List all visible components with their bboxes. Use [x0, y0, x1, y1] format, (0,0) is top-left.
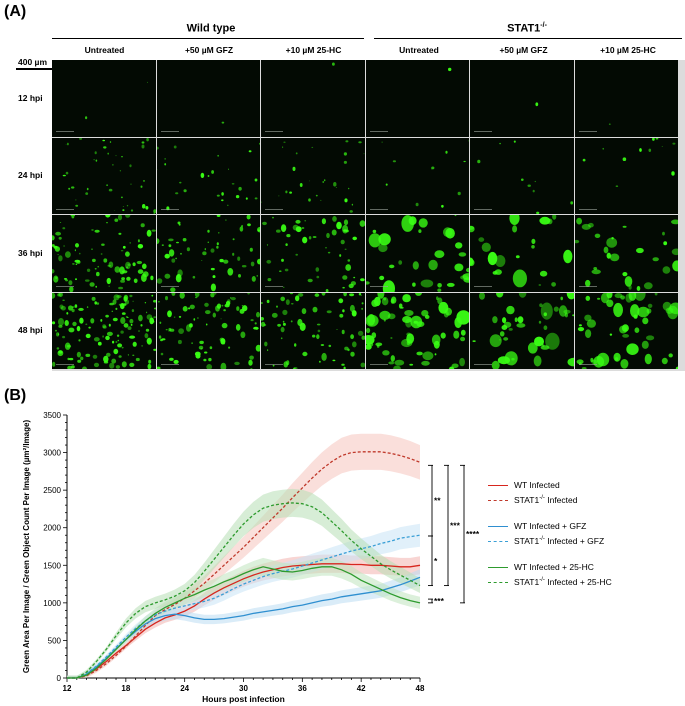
column-header: +50 µM GFZ: [184, 45, 234, 55]
x-tick-label: 48: [416, 684, 425, 693]
micrograph-cell: [261, 137, 365, 215]
y-axis-label: Green Area Per Image / Green Object Coun…: [22, 420, 31, 674]
x-tick-label: 12: [63, 684, 72, 693]
series-line: [67, 563, 421, 679]
series-line: [67, 534, 421, 679]
x-tick-label: 18: [121, 684, 130, 693]
micrograph-cell: [365, 292, 470, 370]
legend-label-suffix: Infected + GFZ: [544, 536, 605, 546]
micrograph-cell: [574, 137, 679, 215]
significance-label: ****: [466, 529, 480, 539]
row-label: 36 hpi: [18, 247, 43, 258]
scale-bar-label: 400 µm: [18, 57, 47, 67]
legend-label-sup: -/-: [539, 577, 545, 584]
legend-label: WT Infected + GFZ: [514, 521, 587, 531]
significance-label: ***: [434, 596, 445, 606]
x-tick-label: 30: [239, 684, 248, 693]
x-tick-label: 36: [298, 684, 307, 693]
y-tick-label: 2000: [43, 524, 61, 533]
significance-label: *: [434, 556, 438, 566]
micrograph-cell: [365, 60, 470, 137]
column-header: Untreated: [399, 45, 439, 55]
group-title-stat1: STAT1-/-: [507, 22, 547, 35]
legend-item: STAT1-/- Infected: [514, 495, 577, 505]
legend-swatch: [488, 485, 508, 486]
legend-swatch: [488, 582, 508, 583]
micrograph-cell: [365, 215, 470, 292]
legend-label-sup: -/-: [539, 495, 545, 502]
legend-label: WT Infected + 25-HC: [514, 562, 594, 572]
row-label: 12 hpi: [18, 92, 43, 103]
micrograph-cell: [52, 215, 156, 292]
legend-label-suffix: Infected: [544, 495, 578, 505]
significance-label: **: [434, 496, 441, 506]
legend-label-sup: -/-: [539, 536, 545, 543]
micrograph-cell: [574, 292, 679, 370]
legend-item: WT Infected + 25-HC: [514, 562, 594, 572]
legend-item: WT Infected: [514, 480, 560, 490]
legend-swatch: [488, 567, 508, 568]
legend-label: WT Infected: [514, 480, 560, 490]
y-tick-label: 1000: [43, 599, 61, 608]
micrograph-cell: [52, 292, 156, 370]
micrograph-cell: [470, 137, 574, 215]
y-tick-label: 0: [57, 674, 62, 683]
micrograph-cell: [470, 215, 574, 292]
legend-swatch: [488, 526, 508, 527]
series-band: [67, 569, 420, 678]
x-axis-label: Hours post infection: [202, 694, 285, 704]
legend-swatch: [488, 500, 508, 501]
group-line-wild-type: [52, 38, 364, 39]
micrograph-cell: [574, 215, 679, 292]
series-line: [67, 502, 421, 679]
micrograph-grid: [52, 60, 685, 371]
column-header: +10 µM 25-HC: [285, 45, 342, 55]
group-title-wild-type: Wild type: [186, 22, 236, 35]
row-label: 48 hpi: [18, 325, 43, 336]
line-chart: 0 500 1000 1500 2000 2500 3000 3500 12 18 24 30 36 42…: [22, 411, 480, 704]
panel-label-b: (B): [4, 387, 27, 404]
micrograph-cell: [574, 60, 679, 137]
group-line-stat1: [374, 38, 682, 39]
micrograph-cell: [156, 60, 261, 137]
micrograph-cell: [470, 60, 574, 137]
legend-label: STAT1: [514, 536, 540, 546]
micrograph-cell: [470, 292, 574, 370]
y-tick-label: 500: [48, 636, 62, 645]
micrograph-cell: [52, 60, 156, 137]
legend-item: STAT1-/- Infected + 25-HC: [514, 577, 612, 587]
legend-label-suffix: Infected + 25-HC: [544, 577, 612, 587]
legend-label: STAT1: [514, 495, 540, 505]
micrograph-cell: [156, 137, 261, 215]
y-tick-label: 1500: [43, 561, 61, 570]
x-tick-label: 24: [180, 684, 189, 693]
micrograph-cell: [365, 137, 470, 215]
legend-label: STAT1: [514, 577, 540, 587]
x-tick-label: 42: [357, 684, 366, 693]
series-band: [67, 488, 420, 678]
micrograph-cell: [261, 60, 365, 137]
y-tick-label: 3500: [43, 411, 61, 420]
legend-item: STAT1-/- Infected + GFZ: [514, 536, 604, 546]
column-header: +10 µM 25-HC: [600, 45, 656, 55]
micrograph-cell: [52, 137, 156, 215]
row-label: 24 hpi: [18, 170, 43, 181]
legend-item: WT Infected + GFZ: [514, 521, 586, 531]
micrograph-cell: [156, 292, 261, 370]
column-header: +50 µM GFZ: [499, 45, 548, 55]
column-header: Untreated: [84, 45, 125, 55]
series-line: [67, 566, 421, 679]
micrograph-cell: [156, 215, 261, 292]
micrograph-cell: [261, 292, 365, 370]
y-tick-label: 3000: [43, 449, 61, 458]
scale-bar: [16, 68, 52, 70]
micrograph-cell: [261, 215, 365, 292]
legend-swatch: [488, 541, 508, 542]
significance-label: ***: [450, 520, 461, 530]
panel-label-a: (A): [4, 3, 27, 20]
y-tick-label: 2500: [43, 486, 61, 495]
